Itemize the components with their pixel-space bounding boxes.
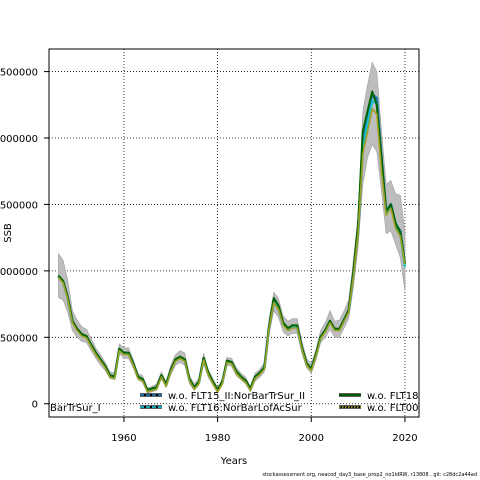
legend-label: w.o. FLT15_II:NorBarTrSur_II	[168, 391, 305, 402]
y-tick-label: 0	[32, 400, 38, 411]
footer-text: stockassessment.org, neacod_day3_base_pr…	[262, 472, 477, 478]
y-tick-label: 2500000	[0, 68, 38, 79]
y-tick-label: 500000	[0, 333, 38, 344]
y-tick-label: 1000000	[0, 267, 38, 278]
plot-frame	[48, 48, 420, 418]
series-lines	[57, 90, 407, 393]
x-tick-label: 2020	[392, 433, 417, 444]
y-tick-label: 2000000	[0, 134, 38, 145]
x-tick-label: 2000	[299, 433, 324, 444]
legend-label: w.o. FLT18	[367, 391, 419, 402]
x-tick-label: 1960	[111, 433, 136, 444]
y-axis-title: SSB	[3, 223, 14, 243]
series-line-3	[57, 90, 406, 391]
x-axis-title: Years	[220, 456, 247, 467]
ci-band	[58, 61, 406, 394]
series-line-4	[57, 108, 406, 393]
y-tick-label: 1500000	[0, 200, 38, 211]
legend-clipped-text: BarTrSur_I	[50, 403, 101, 414]
series-line-2	[57, 99, 406, 393]
legend: BarTrSur_Iw.o. FLT15_II:NorBarTrSur_IIw.…	[50, 391, 419, 414]
series-line-1	[57, 92, 407, 392]
legend-label: w.o. FLT00	[367, 403, 419, 414]
x-axis: 1960 1980 2000 2020	[111, 417, 418, 444]
confidence-band	[58, 61, 406, 394]
y-axis: 0 500000 1000000 1500000 2000000 2500000	[0, 68, 49, 411]
x-tick-label: 1980	[205, 433, 230, 444]
legend-label: w.o. FLT16:NorBarLofAcSur	[168, 403, 303, 414]
